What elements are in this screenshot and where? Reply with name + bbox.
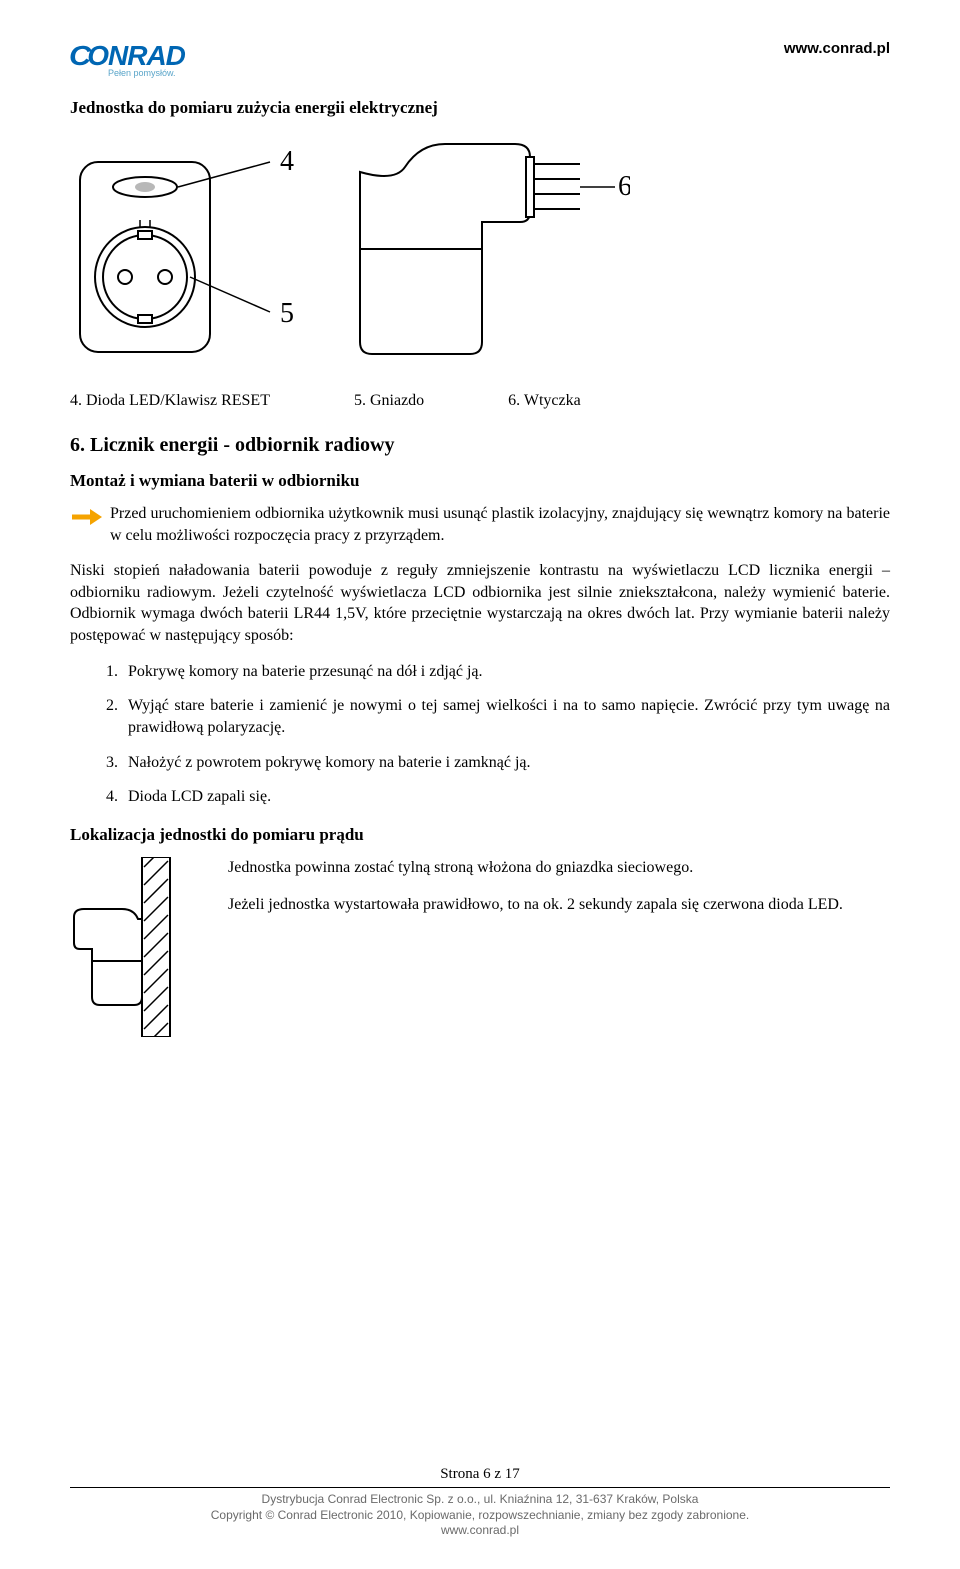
arrow-icon [70, 503, 110, 532]
subsection-title: Montaż i wymiana baterii w odbiorniku [70, 471, 890, 491]
step-4: Dioda LCD zapali się. [122, 786, 890, 808]
step-1: Pokrywę komory na baterie przesunąć na d… [122, 661, 890, 683]
steps-list: Pokrywę komory na baterie przesunąć na d… [122, 661, 890, 809]
diagram-legend: 4. Dioda LED/Klawisz RESET 5. Gniazdo 6.… [70, 392, 890, 410]
footer-rule [70, 1487, 890, 1488]
location-row: Jednostka powinna zostać tylną stroną wł… [70, 857, 890, 1042]
page-number: Strona 6 z 17 [70, 1466, 890, 1483]
device-diagram: 4 5 6 [70, 132, 890, 362]
location-paragraph-2: Jeżeli jednostka wystartowała prawidłowo… [228, 894, 890, 916]
diagram-label-5: 5 [280, 298, 294, 329]
legend-item-5: 5. Gniazdo [354, 392, 424, 410]
section-title-2: 6. Licznik energii - odbiornik radiowy [70, 434, 890, 457]
step-2: Wyjąć stare baterie i zamienić je nowymi… [122, 695, 890, 740]
section-title-1: Jednostka do pomiaru zużycia energii ele… [70, 98, 890, 118]
location-title: Lokalizacja jednostki do pomiaru prądu [70, 825, 890, 845]
document-page: CCONRADONRAD Pełen pomysłów. www.conrad.… [0, 0, 960, 1569]
diagram-label-6: 6 [618, 171, 630, 202]
page-footer: Strona 6 z 17 Dystrybucja Conrad Electro… [70, 1466, 890, 1539]
location-paragraph-1: Jednostka powinna zostać tylną stroną wł… [228, 857, 890, 879]
legend-item-6: 6. Wtyczka [508, 392, 581, 410]
step-3: Nałożyć z powrotem pokrywę komory na bat… [122, 752, 890, 774]
header-url: www.conrad.pl [784, 40, 890, 57]
location-text: Jednostka powinna zostać tylną stroną wł… [220, 857, 890, 932]
brand-logo: CCONRADONRAD Pełen pomysłów. [70, 40, 185, 78]
notice-text: Przed uruchomieniem odbiornika użytkowni… [110, 503, 890, 546]
footer-line-2: Copyright © Conrad Electronic 2010, Kopi… [70, 1508, 890, 1524]
notice-block: Przed uruchomieniem odbiornika użytkowni… [70, 503, 890, 546]
diagram-svg: 4 5 6 [70, 132, 630, 362]
legend-item-4: 4. Dioda LED/Klawisz RESET [70, 392, 270, 410]
diagram-label-4: 4 [280, 146, 294, 177]
body-paragraph-1: Niski stopień naładowania baterii powodu… [70, 560, 890, 646]
wall-mount-diagram [70, 857, 220, 1042]
footer-line-3: www.conrad.pl [70, 1523, 890, 1539]
footer-line-1: Dystrybucja Conrad Electronic Sp. z o.o.… [70, 1492, 890, 1508]
logo-tagline: Pełen pomysłów. [108, 68, 185, 78]
page-header: CCONRADONRAD Pełen pomysłów. www.conrad.… [70, 40, 890, 78]
